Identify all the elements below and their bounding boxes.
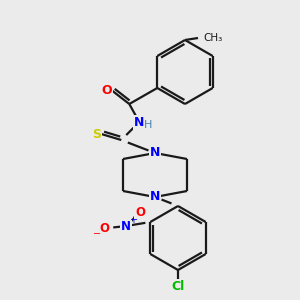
- Text: +: +: [129, 215, 137, 225]
- Text: O: O: [99, 221, 109, 235]
- Text: CH₃: CH₃: [203, 33, 222, 43]
- Text: H: H: [144, 120, 152, 130]
- Text: N: N: [121, 220, 131, 232]
- Text: O: O: [135, 206, 145, 218]
- Text: −: −: [93, 229, 101, 239]
- Text: O: O: [101, 83, 112, 97]
- Text: N: N: [134, 116, 145, 128]
- Text: Cl: Cl: [171, 280, 184, 292]
- Text: N: N: [150, 190, 160, 203]
- Text: N: N: [150, 146, 160, 160]
- Text: S: S: [92, 128, 101, 140]
